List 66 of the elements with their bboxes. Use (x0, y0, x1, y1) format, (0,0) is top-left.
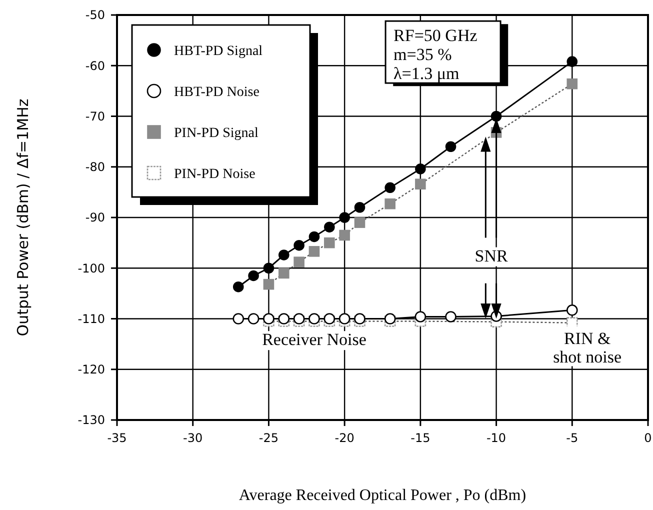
legend-label: HBT-PD Signal (174, 44, 263, 59)
point (308, 231, 320, 242)
point (354, 313, 366, 324)
point (278, 313, 290, 324)
point (415, 178, 426, 190)
point (354, 202, 366, 213)
x-tick-label: -15 (410, 431, 430, 445)
x-tick-label: -30 (183, 431, 203, 445)
point (248, 270, 259, 282)
point (294, 256, 304, 268)
point (324, 237, 335, 248)
point (384, 313, 396, 324)
point (445, 141, 456, 152)
y-tick-label: -120 (78, 362, 105, 377)
y-axis-title: Output Power (dBm) / Δf=1MHz (14, 98, 32, 336)
x-tick-label: -20 (334, 431, 354, 445)
x-tick-label: -5 (566, 431, 578, 445)
point (294, 240, 304, 251)
point (339, 212, 350, 223)
point (324, 313, 336, 324)
y-tick-label: -70 (85, 109, 105, 124)
point (414, 311, 426, 322)
point (490, 110, 502, 122)
point (232, 281, 244, 292)
annotation: λ=1.3 μm (394, 64, 460, 84)
y-tick-label: -60 (85, 58, 105, 73)
annotation: RIN & shot noise (553, 328, 622, 367)
point (566, 56, 578, 67)
legend-label: PIN-PD Signal (174, 126, 259, 141)
y-tick-label: -80 (85, 160, 105, 174)
point (339, 230, 350, 241)
point (278, 268, 290, 279)
annotation: RF=50 GHz (394, 26, 478, 46)
point (232, 313, 244, 324)
x-tick-label: -10 (486, 431, 506, 445)
y-tick-label: -90 (85, 210, 105, 225)
annotation: SNR (474, 246, 508, 266)
point (338, 313, 350, 324)
annotation: m=35 % (394, 45, 452, 64)
point (566, 78, 578, 90)
x-tick-label: -25 (258, 431, 279, 445)
point (354, 217, 366, 228)
point (293, 313, 305, 324)
point (445, 311, 456, 322)
y-tick-label: -110 (78, 312, 105, 326)
x-axis-title: Average Received Optical Power , Po (dBm) (238, 487, 526, 504)
point (384, 182, 396, 194)
point (324, 222, 335, 233)
legend-label: HBT-PD Noise (174, 84, 260, 100)
point (308, 313, 320, 324)
point (415, 164, 426, 174)
legend-label: PIN-PD Noise (174, 166, 256, 182)
point (308, 246, 320, 257)
point (384, 198, 396, 210)
point (566, 304, 578, 316)
point (263, 313, 274, 324)
y-tick-label: -50 (85, 8, 105, 22)
x-tick-label: 0 (644, 431, 652, 445)
point (248, 313, 260, 324)
point (263, 278, 274, 290)
point (278, 250, 290, 260)
annotation: Receiver Noise (262, 330, 366, 350)
x-tick-label: -35 (107, 431, 127, 445)
y-tick-label: -130 (78, 413, 105, 428)
y-tick-label: -100 (78, 261, 105, 276)
point (263, 262, 274, 274)
